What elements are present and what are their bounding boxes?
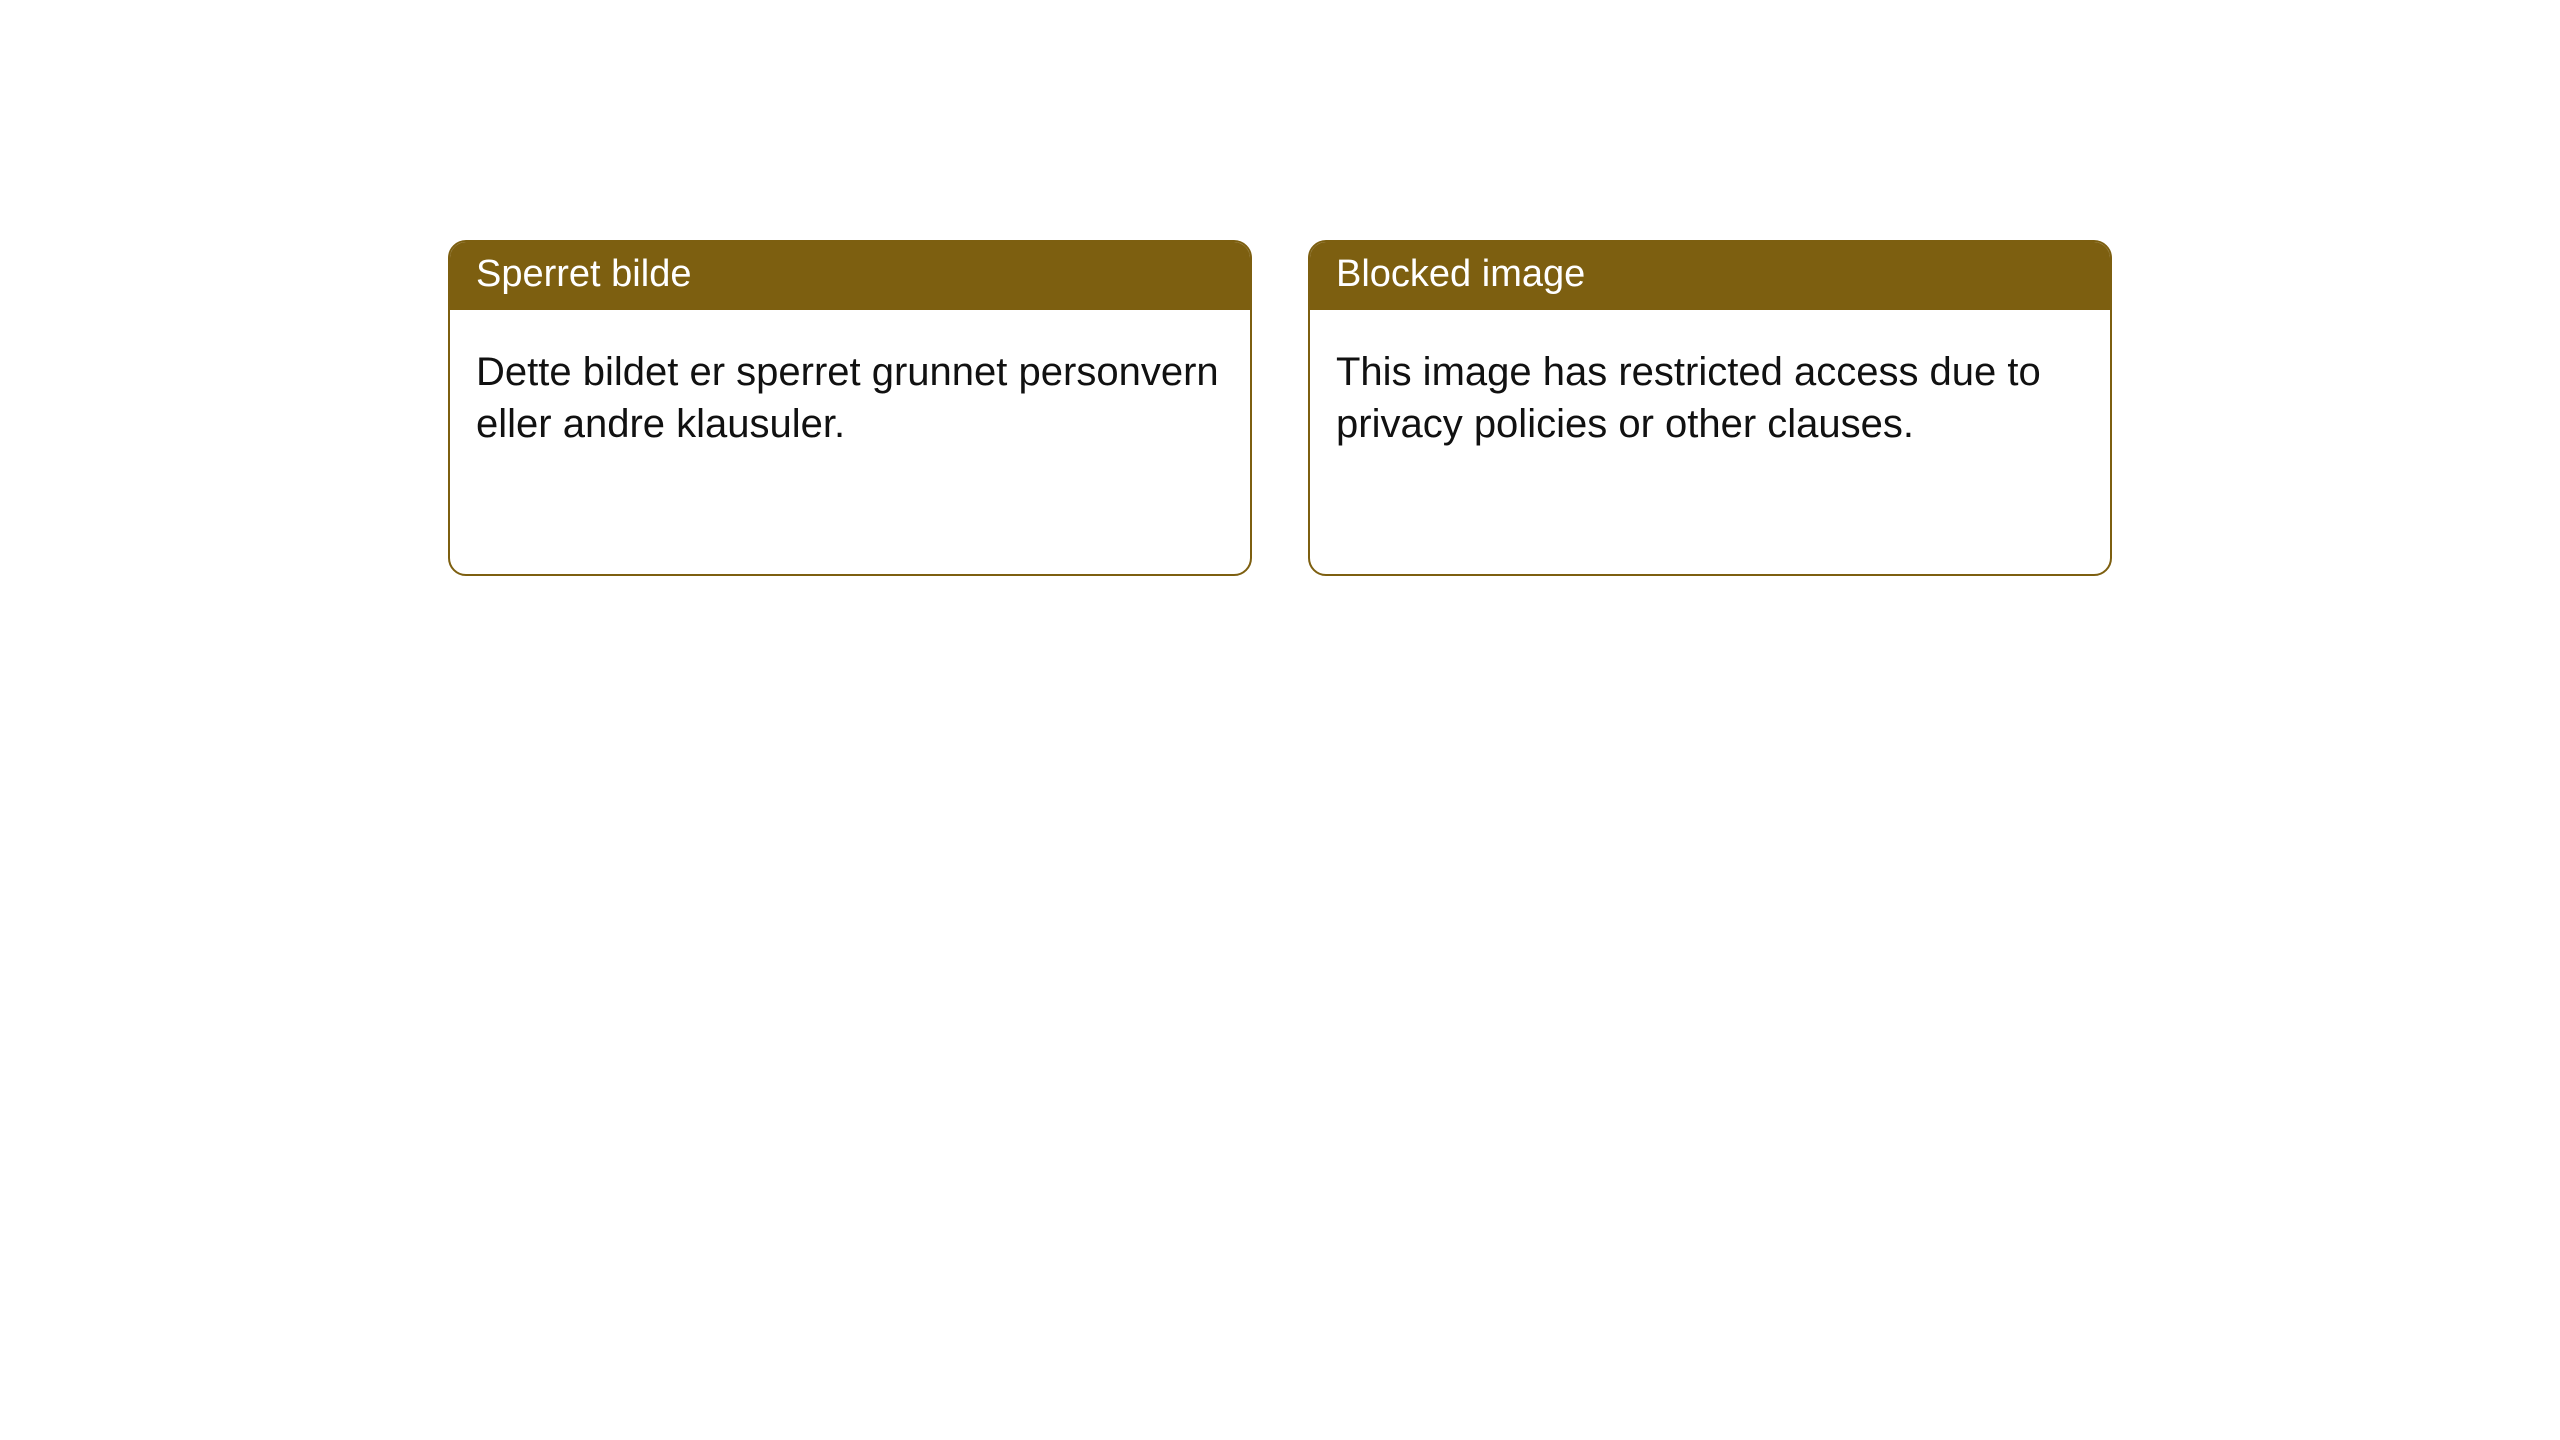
card-body-text: Dette bildet er sperret grunnet personve… [476, 350, 1219, 446]
card-title: Sperret bilde [476, 253, 691, 295]
notice-card-english: Blocked image This image has restricted … [1308, 240, 2112, 576]
card-header: Blocked image [1310, 242, 2110, 310]
notice-card-norwegian: Sperret bilde Dette bildet er sperret gr… [448, 240, 1252, 576]
card-body: Dette bildet er sperret grunnet personve… [450, 310, 1250, 574]
card-title: Blocked image [1336, 253, 1585, 295]
notice-cards-container: Sperret bilde Dette bildet er sperret gr… [448, 240, 2112, 576]
card-body-text: This image has restricted access due to … [1336, 350, 2041, 446]
card-header: Sperret bilde [450, 242, 1250, 310]
card-body: This image has restricted access due to … [1310, 310, 2110, 574]
